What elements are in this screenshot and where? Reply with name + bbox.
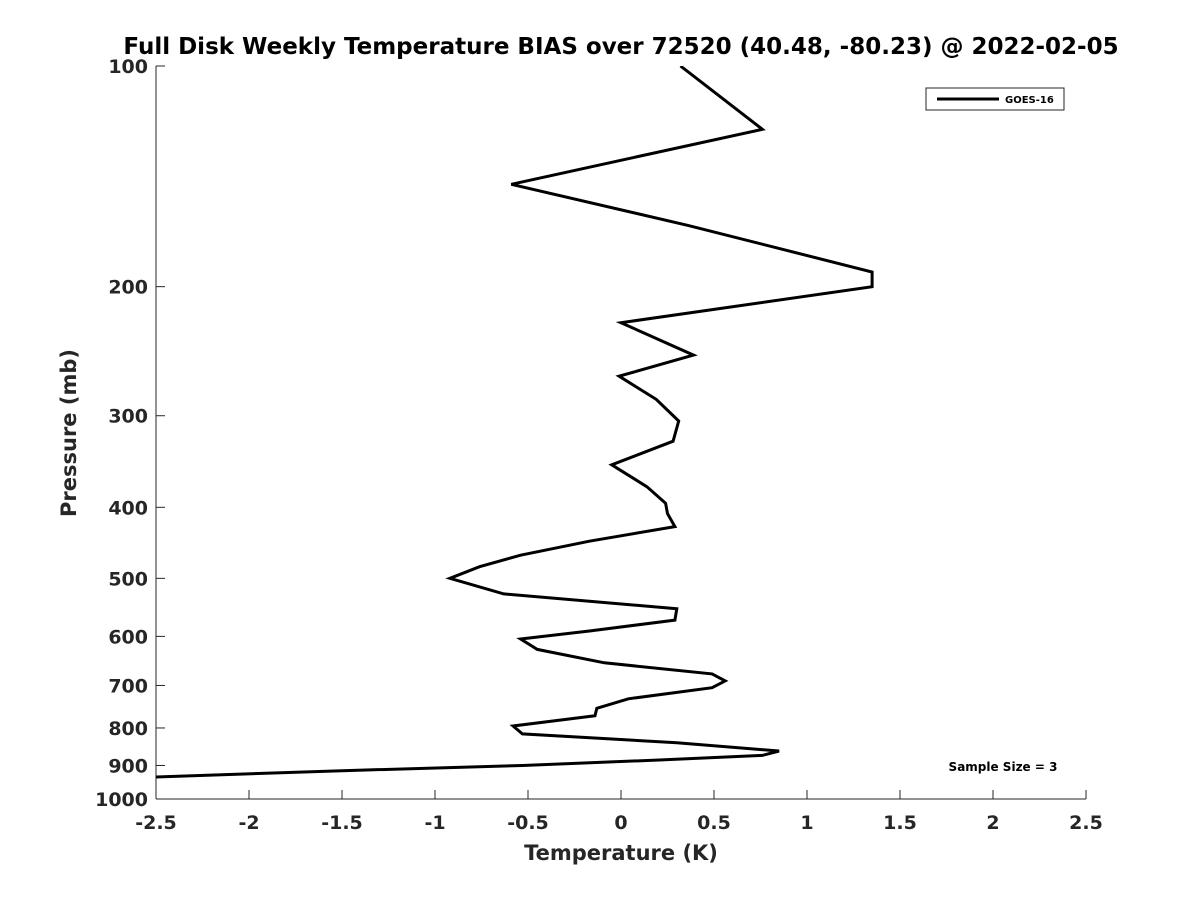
series-line-goes-16 bbox=[156, 66, 874, 779]
x-axis-label: Temperature (K) bbox=[524, 841, 718, 865]
y-tick-label: 800 bbox=[108, 718, 148, 740]
y-tick-label: 1000 bbox=[95, 789, 148, 811]
x-tick-label: 0.5 bbox=[697, 812, 731, 834]
y-tick-label: 100 bbox=[108, 56, 148, 78]
y-tick-label: 600 bbox=[108, 626, 148, 648]
y-tick-label: 500 bbox=[108, 568, 148, 590]
x-tick-label: 2.5 bbox=[1069, 812, 1103, 834]
y-tick-label: 300 bbox=[108, 406, 148, 428]
x-tick-label: -1.5 bbox=[321, 812, 363, 834]
x-ticks: -2.5 -2 -1.5 -1 -0.5 0 0.5 1 1.5 2 2.5 bbox=[135, 790, 1103, 834]
x-tick-label: -2.5 bbox=[135, 812, 177, 834]
chart-title: Full Disk Weekly Temperature BIAS over 7… bbox=[123, 34, 1118, 60]
x-tick-label: 1.5 bbox=[883, 812, 917, 834]
y-tick-label: 700 bbox=[108, 675, 148, 697]
x-tick-label: -1 bbox=[424, 812, 445, 834]
x-tick-label: 0 bbox=[614, 812, 627, 834]
y-tick-label: 900 bbox=[108, 755, 148, 777]
x-tick-label: 2 bbox=[986, 812, 999, 834]
y-tick-label: 400 bbox=[108, 497, 148, 519]
y-axis-label: Pressure (mb) bbox=[57, 349, 81, 517]
legend: GOES-16 bbox=[925, 87, 1065, 111]
x-tick-label: -2 bbox=[238, 812, 259, 834]
legend-label-goes-16: GOES-16 bbox=[1005, 95, 1054, 106]
sample-size-annotation: Sample Size = 3 bbox=[949, 760, 1058, 774]
y-tick-label: 200 bbox=[108, 277, 148, 299]
x-tick-label: 1 bbox=[800, 812, 813, 834]
x-tick-label: -0.5 bbox=[507, 812, 549, 834]
y-ticks: 100 200 300 400 500 600 700 800 900 1000 bbox=[95, 56, 165, 811]
